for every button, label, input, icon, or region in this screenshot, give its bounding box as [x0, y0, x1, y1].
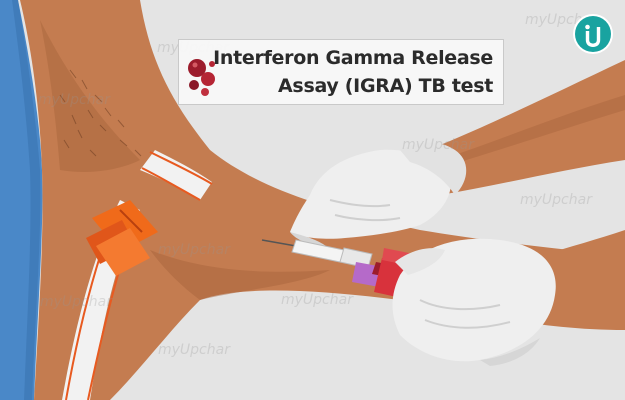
page-title-line-2: Assay (IGRA) TB test: [278, 75, 493, 97]
arm-hair: [59, 69, 142, 157]
tourniquet-strap: [140, 150, 212, 200]
lower-gloved-hand: [392, 238, 556, 366]
tourniquet-buckle: [86, 200, 158, 276]
upper-gloved-hand: [290, 142, 467, 246]
blood-drops-icon: [188, 59, 215, 96]
myupchar-logo-icon: [575, 16, 611, 52]
page-title-line-1: Interferon Gamma Release: [213, 47, 493, 69]
title-box: Interferon Gamma Release Assay (IGRA) TB…: [178, 39, 504, 105]
